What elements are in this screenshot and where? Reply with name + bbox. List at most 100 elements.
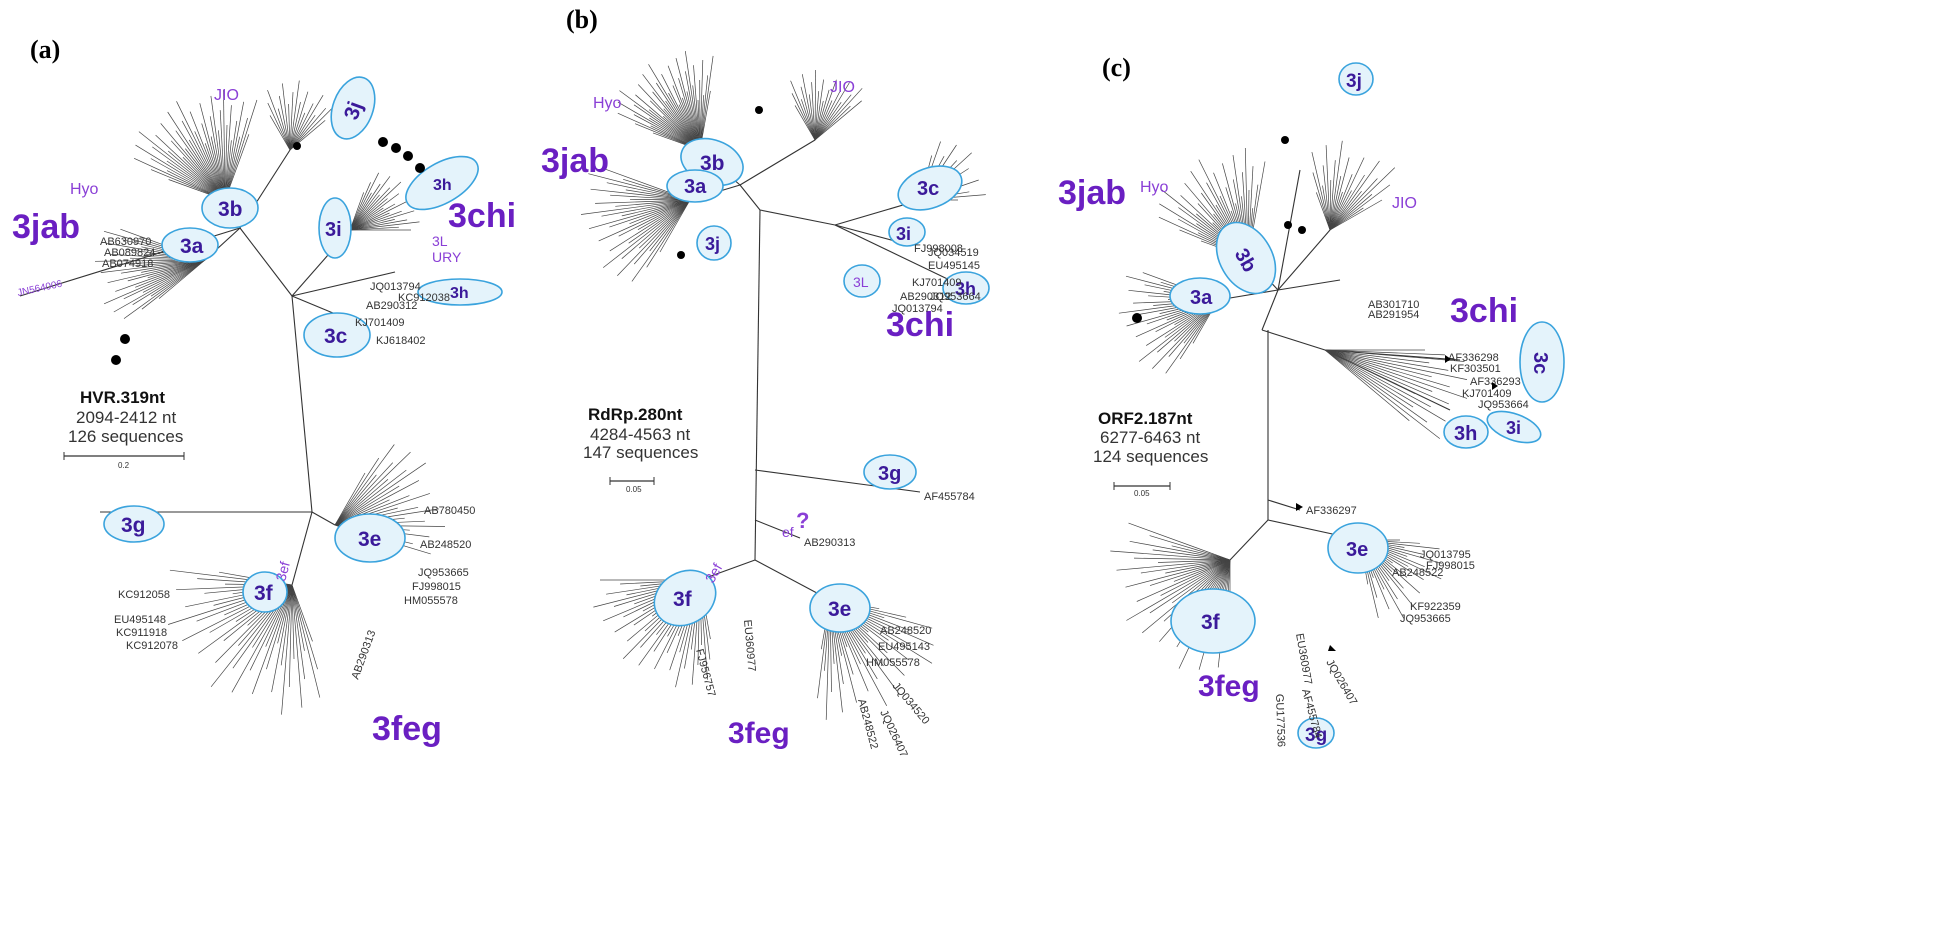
- svg-text:3i: 3i: [325, 219, 342, 241]
- panel-a-label-jio: JIO: [214, 87, 239, 104]
- tree-branch: [1129, 540, 1231, 561]
- panel-b-outlier-leaf: AF455784: [924, 491, 975, 503]
- tree-branch: [334, 444, 395, 526]
- tree-branch: [349, 192, 365, 231]
- tree-branch: [349, 210, 415, 231]
- tree-branch: [1329, 194, 1373, 231]
- tree-branch: [1133, 557, 1231, 561]
- tree-branch: [267, 102, 291, 151]
- tree-branch: [1329, 191, 1343, 231]
- tree-branch: [814, 82, 850, 141]
- tree-branch: [814, 79, 824, 141]
- tree-branch: [801, 74, 816, 141]
- tree-branch: [800, 86, 816, 141]
- panel-c-region: ORF2.187nt: [1098, 409, 1193, 428]
- panel-c-subtype-3i: 3i: [1486, 410, 1542, 444]
- tree-branch: [1329, 199, 1383, 231]
- tree-branch: [349, 210, 402, 231]
- svg-text:3j: 3j: [1346, 71, 1362, 92]
- tree-branch: [224, 105, 232, 201]
- tree-branch: [656, 82, 701, 151]
- svg-text:AB290313: AB290313: [804, 537, 855, 549]
- tree-branch: [1324, 349, 1414, 408]
- tree-branch: [646, 199, 691, 268]
- tree-branch: [167, 111, 226, 201]
- panel-b: (b) 3b 3a 3j: [541, 5, 990, 759]
- tree-branch: [278, 95, 291, 151]
- tree-branch: [808, 94, 816, 141]
- svg-text:3g: 3g: [121, 514, 146, 537]
- tree-branch: [1329, 160, 1380, 231]
- panel-b-label-hyo: Hyo: [593, 95, 622, 112]
- panel-c-leaf-fans: [1110, 140, 1468, 670]
- tree-branch: [349, 219, 395, 231]
- svg-text:AF336298: AF336298: [1448, 352, 1499, 364]
- svg-text:3h: 3h: [450, 285, 469, 302]
- panel-a: (a) 3b 3a 3j: [12, 35, 516, 748]
- panel-c-subtype-3j: 3j: [1338, 62, 1374, 96]
- svg-text:3b: 3b: [218, 198, 243, 221]
- svg-text:AB301710: AB301710: [1368, 299, 1419, 311]
- tree-branch: [1173, 559, 1231, 582]
- panel-b-scale-label: 0.05: [626, 485, 642, 494]
- tree-branch: [251, 584, 293, 695]
- tree-branch: [334, 474, 377, 526]
- svg-text:3h: 3h: [1454, 423, 1477, 445]
- tree-branch: [349, 219, 408, 231]
- panel-b-subtype-3g: 3g: [863, 454, 917, 490]
- tree-branch: [1325, 145, 1331, 231]
- svg-text:EU495145: EU495145: [928, 260, 980, 272]
- tree-branch: [349, 181, 402, 231]
- tree-branch: [150, 259, 206, 297]
- tree-branch: [1140, 559, 1231, 574]
- tree-branch: [334, 499, 390, 526]
- tree-branch: [814, 100, 833, 141]
- tree-branch: [288, 103, 291, 151]
- panel-a-label-ury: URY: [432, 249, 462, 265]
- svg-text:AB630970: AB630970: [100, 236, 151, 248]
- tree-branch: [133, 157, 226, 201]
- svg-text:JQ953665: JQ953665: [418, 567, 469, 579]
- tree-branch: [281, 584, 293, 715]
- tree-branch: [291, 584, 321, 698]
- tree-branch: [224, 99, 258, 201]
- tree-branch: [1324, 349, 1449, 371]
- tree-branch: [115, 259, 206, 292]
- tree-branch: [580, 199, 691, 215]
- tree-branch: [277, 108, 291, 151]
- svg-text:3e: 3e: [358, 528, 381, 551]
- tree-branch: [349, 182, 371, 231]
- tree-branch: [1324, 349, 1449, 405]
- tree-branch: [814, 100, 824, 141]
- tree-branch: [1324, 349, 1428, 423]
- tree-branch: [1171, 559, 1231, 604]
- svg-text:3c: 3c: [324, 325, 348, 348]
- tree-branch: [1315, 192, 1331, 231]
- tree-branch: [334, 462, 426, 526]
- tree-branch: [661, 74, 701, 151]
- panel-b-markers: [677, 106, 763, 259]
- tree-branch: [288, 584, 293, 688]
- svg-text:HM055578: HM055578: [866, 657, 920, 669]
- tree-branch: [1324, 349, 1445, 356]
- panel-a-subtype-3f: 3f: [242, 571, 288, 613]
- tree-branch: [334, 480, 420, 526]
- tree-branch: [334, 485, 400, 526]
- tree-branch: [649, 199, 691, 252]
- tree-branch: [814, 88, 863, 141]
- svg-text:3e: 3e: [1346, 539, 1368, 561]
- panel-b-subtype-3a: 3a: [666, 169, 724, 203]
- panel-b-group-3chi: 3chi: [886, 306, 954, 344]
- tree-branch: [349, 194, 380, 231]
- tree-branch: [609, 199, 691, 228]
- tree-branch: [265, 584, 293, 647]
- tree-branch: [1322, 165, 1331, 231]
- tree-branch: [291, 584, 313, 642]
- svg-text:JQ026407: JQ026407: [877, 708, 909, 759]
- panel-a-letter: (a): [30, 35, 60, 64]
- panel-c-subtype-3h: 3h: [1443, 415, 1489, 449]
- tree-branch: [349, 193, 400, 231]
- tree-branch: [289, 91, 309, 151]
- tree-branch: [595, 199, 691, 204]
- tree-branch: [1324, 349, 1410, 421]
